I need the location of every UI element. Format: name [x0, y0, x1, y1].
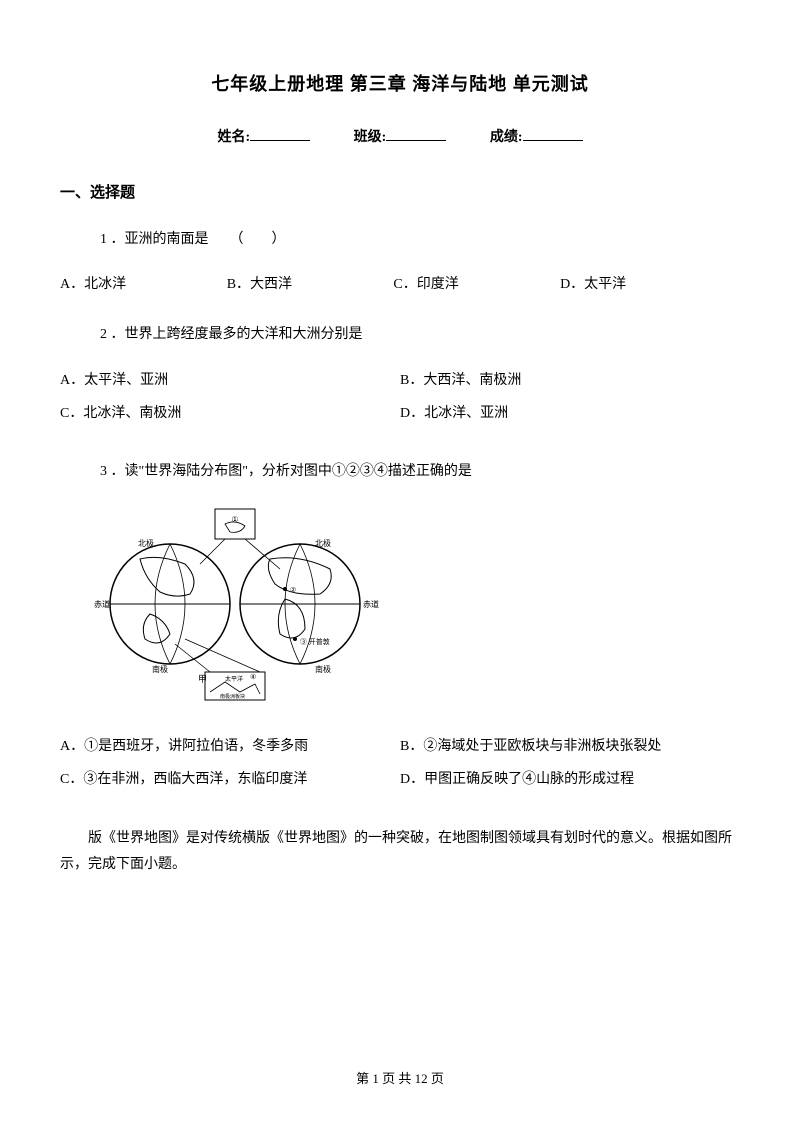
score-blank: [523, 140, 583, 141]
marker-1: ①: [231, 515, 238, 524]
name-label: 姓名:: [217, 130, 250, 145]
map-svg: ① 甲 太平洋 南极洲板块 ④ ② ③ 开普敦 北极 北极 南极 南极 赤道 赤…: [90, 504, 390, 704]
student-info-line: 姓名: 班级: 成绩:: [60, 126, 740, 146]
taipingyang-label: 太平洋: [225, 675, 243, 683]
marker-2: ②: [290, 586, 296, 594]
q2-option-a: A．太平洋、亚洲: [60, 368, 400, 393]
north-pole-1: 北极: [138, 538, 154, 548]
question-2-text: 2 ．世界上跨经度最多的大洋和大洲分别是: [100, 322, 740, 347]
marker-3: ③ 开普敦: [300, 637, 330, 646]
q1-option-d: D．太平洋: [560, 272, 723, 297]
south-pole-1: 南极: [152, 664, 168, 674]
passage-text: 版《世界地图》是对传统横版《世界地图》的一种突破，在地图制图领域具有划时代的意义…: [60, 826, 740, 879]
q1-option-b: B．大西洋: [227, 272, 390, 297]
class-label: 班级:: [354, 130, 387, 145]
world-map-diagram: ① 甲 太平洋 南极洲板块 ④ ② ③ 开普敦 北极 北极 南极 南极 赤道 赤…: [90, 504, 740, 709]
question-1-text: 1 ．亚洲的南面是 （ ）: [100, 227, 740, 252]
page-footer: 第 1 页 共 12 页: [0, 1068, 800, 1087]
score-label: 成绩:: [490, 130, 523, 145]
q3-option-d: D．甲图正确反映了④山脉的形成过程: [400, 767, 740, 792]
question-3-options: A．①是西班牙，讲阿拉伯语，冬季多雨 B．②海域处于亚欧板块与非洲板块张裂处 C…: [60, 734, 740, 800]
name-blank: [250, 140, 310, 141]
section-1-header: 一、选择题: [60, 181, 740, 202]
q2-option-b: B．大西洋、南极洲: [400, 368, 740, 393]
page-title: 七年级上册地理 第三章 海洋与陆地 单元测试: [60, 70, 740, 96]
footer-total-pages: 12: [415, 1071, 428, 1086]
jia-label: 甲: [198, 674, 207, 684]
q2-option-d: D．北冰洋、亚洲: [400, 401, 740, 426]
equator-2: 赤道: [363, 599, 379, 609]
q1-option-c: C．印度洋: [393, 272, 556, 297]
question-1-options: A．北冰洋 B．大西洋 C．印度洋 D．太平洋: [60, 272, 740, 297]
question-3-text: 3 ．读"世界海陆分布图"，分析对图中①②③④描述正确的是: [100, 459, 740, 484]
south-pole-2: 南极: [315, 664, 331, 674]
nanjizhou-label: 南极洲板块: [220, 693, 245, 700]
footer-mid: 页 共: [379, 1071, 415, 1086]
q2-option-c: C．北冰洋、南极洲: [60, 401, 400, 426]
q3-option-c: C．③在非洲，西临大西洋，东临印度洋: [60, 767, 400, 792]
q1-option-a: A．北冰洋: [60, 272, 223, 297]
north-pole-2: 北极: [315, 538, 331, 548]
q3-option-a: A．①是西班牙，讲阿拉伯语，冬季多雨: [60, 734, 400, 759]
equator-1: 赤道: [94, 599, 110, 609]
footer-prefix: 第: [356, 1071, 372, 1086]
class-blank: [386, 140, 446, 141]
question-2-options: A．太平洋、亚洲 B．大西洋、南极洲 C．北冰洋、南极洲 D．北冰洋、亚洲: [60, 368, 740, 434]
marker-4: ④: [250, 673, 256, 681]
footer-suffix: 页: [428, 1071, 444, 1086]
q3-option-b: B．②海域处于亚欧板块与非洲板块张裂处: [400, 734, 740, 759]
